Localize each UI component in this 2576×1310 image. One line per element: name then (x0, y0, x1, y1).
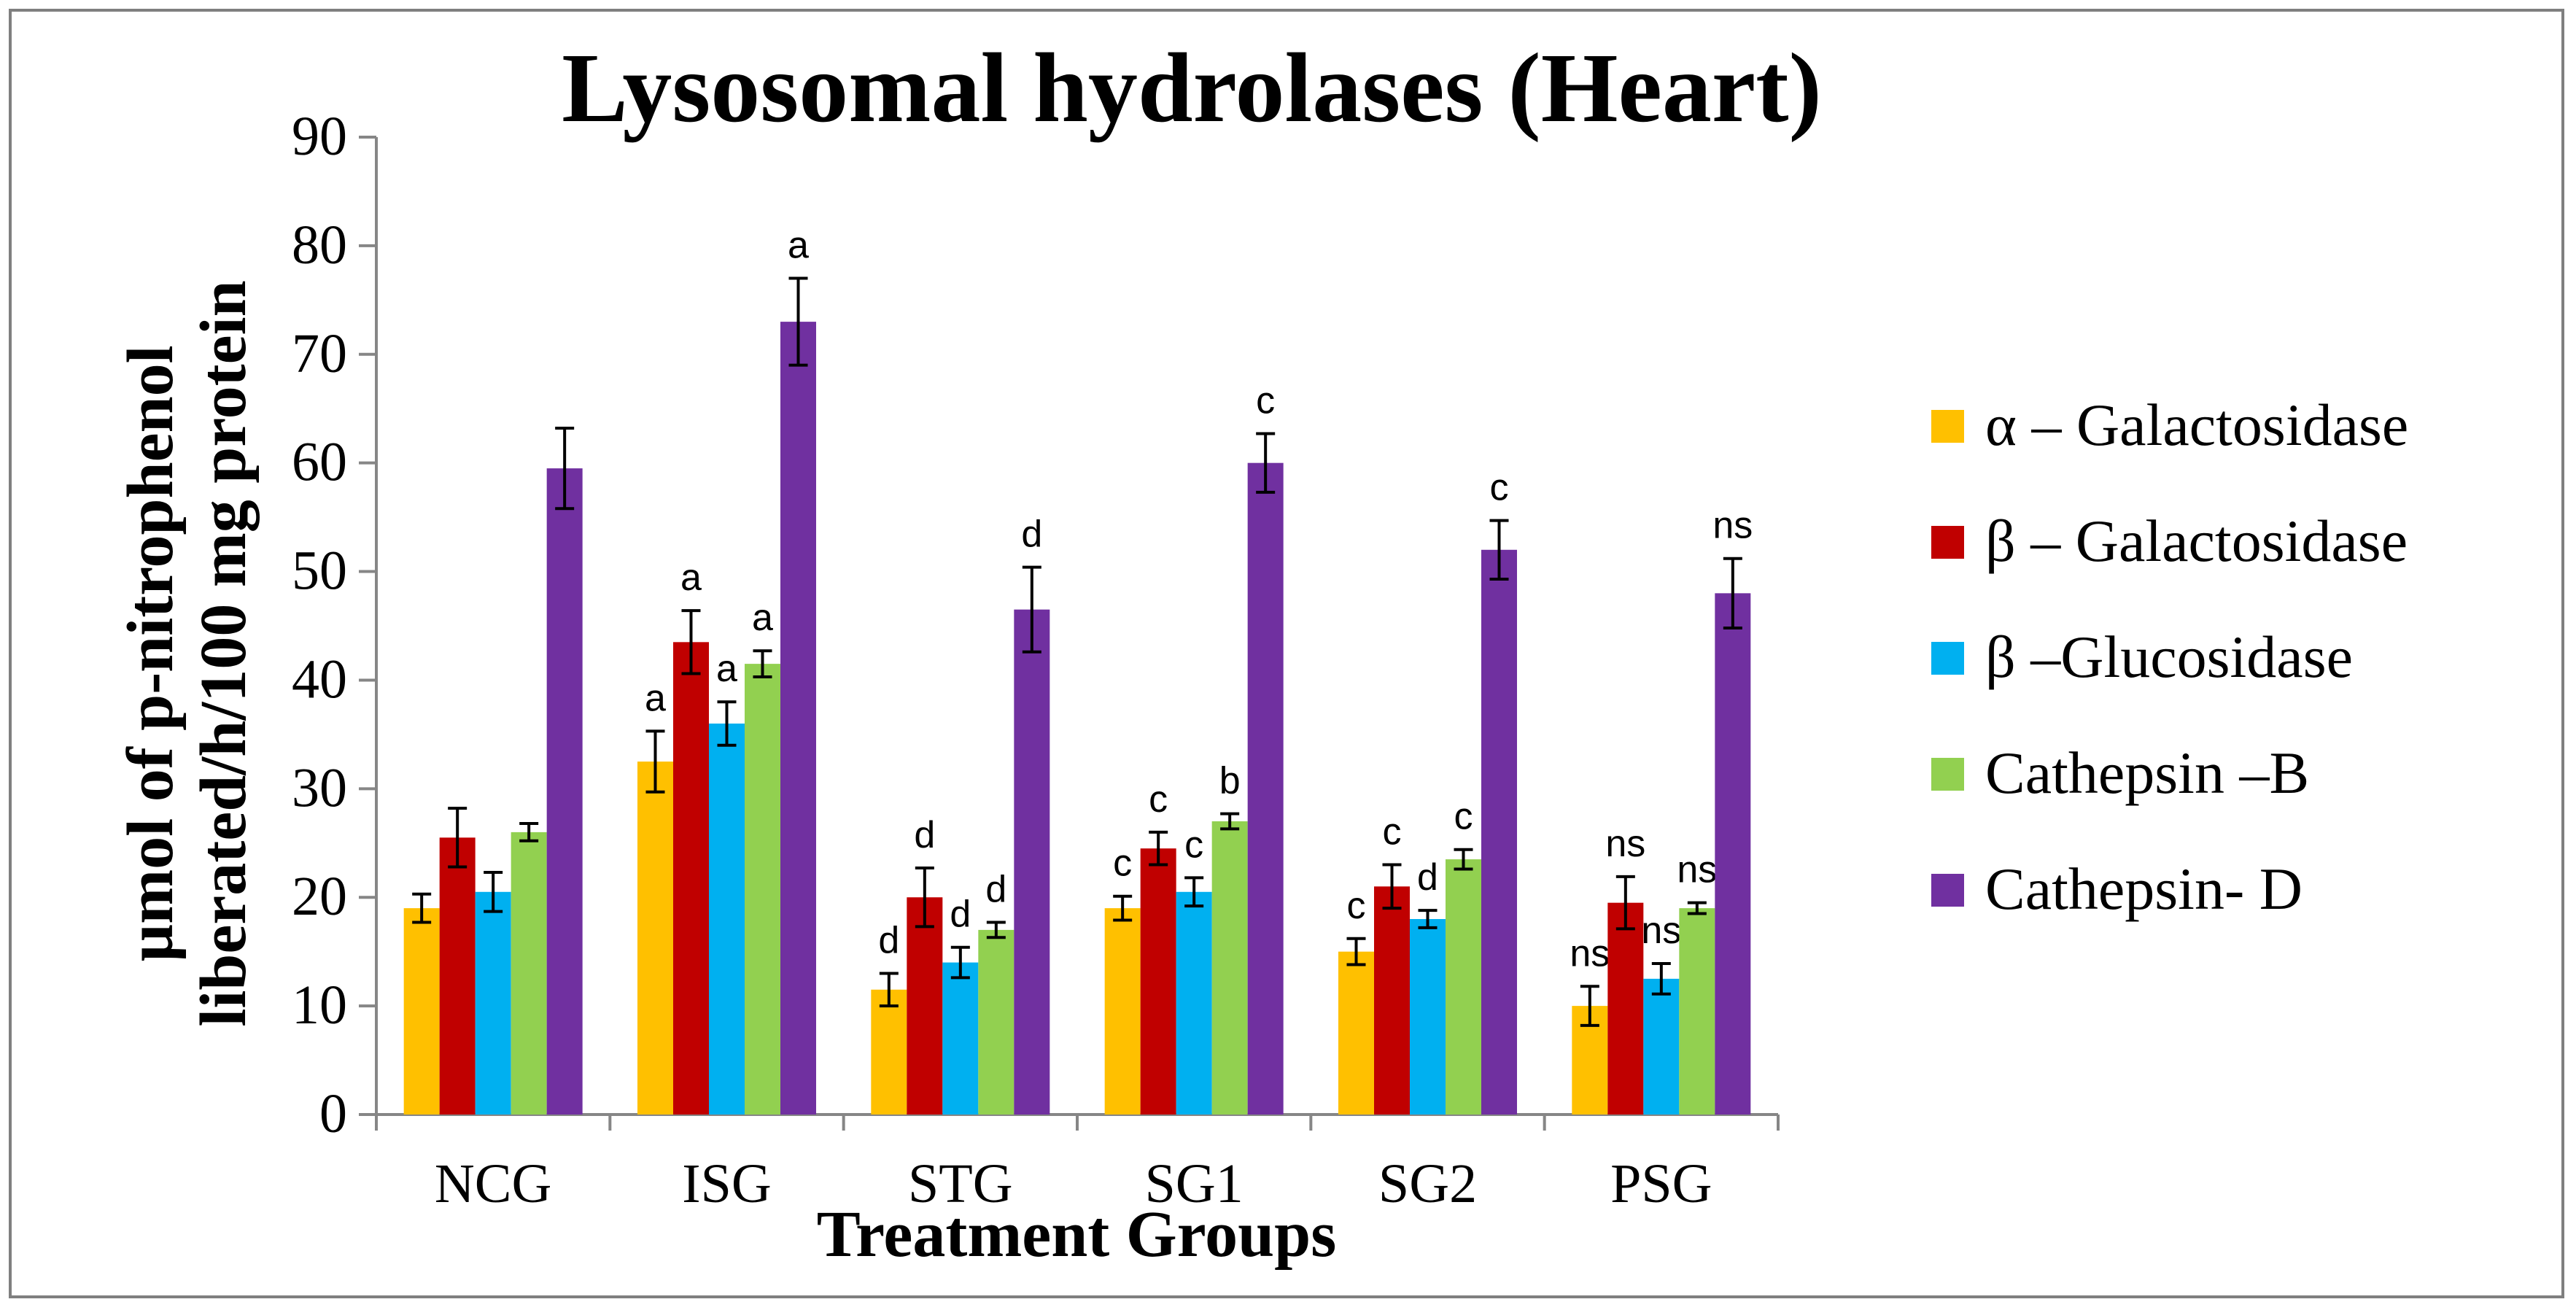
x-tick-label: STG (908, 1153, 1013, 1214)
significance-label: c (1184, 823, 1203, 866)
significance-label: a (680, 557, 702, 599)
bar (709, 724, 745, 1115)
y-tick-label: 30 (292, 757, 347, 818)
significance-label: b (1219, 760, 1241, 802)
bar (745, 664, 780, 1115)
bar (546, 468, 583, 1115)
bar (907, 897, 943, 1115)
x-tick-label: SG1 (1145, 1153, 1244, 1214)
bar (1104, 908, 1141, 1115)
significance-label: c (1113, 842, 1132, 885)
bar (1643, 978, 1680, 1115)
chart-title: Lysosomal hydrolases (Heart) (562, 34, 1822, 143)
significance-label: a (645, 677, 666, 719)
significance-label: ns (1570, 932, 1610, 974)
y-tick-label: 60 (292, 432, 347, 493)
significance-label: c (1347, 885, 1366, 927)
bar (511, 832, 547, 1115)
bar (637, 761, 673, 1115)
significance-label: d (878, 919, 899, 961)
y-tick-label: 40 (292, 648, 347, 710)
bar (780, 322, 816, 1115)
legend-label: β – Galactosidase (1985, 508, 2408, 574)
bar (1679, 908, 1715, 1115)
significance-label: c (1256, 379, 1275, 422)
bar (1338, 951, 1374, 1115)
bar (978, 929, 1015, 1115)
legend-label: Cathepsin- D (1985, 856, 2303, 922)
legend: α – Galactosidase β – Galactosidase β –Glu… (1931, 392, 2408, 922)
legend-label: Cathepsin –B (1985, 740, 2309, 806)
legend-label: α – Galactosidase (1985, 392, 2408, 458)
x-tick-label: ISG (682, 1153, 771, 1214)
x-tick-label: NCG (435, 1153, 551, 1214)
legend-swatch (1931, 526, 1964, 559)
significance-label: d (1021, 513, 1042, 556)
legend-swatch (1931, 874, 1964, 907)
y-tick-label: 80 (292, 214, 347, 276)
x-tick-label: SG2 (1378, 1153, 1477, 1214)
bar (439, 837, 476, 1115)
bar (871, 989, 907, 1115)
bar (942, 962, 979, 1115)
legend-swatch (1931, 758, 1964, 791)
significance-label: d (914, 814, 935, 856)
bar (673, 642, 709, 1115)
bar (1014, 609, 1050, 1115)
y-tick-label: 10 (292, 974, 347, 1036)
significance-label: d (985, 868, 1006, 910)
bar (1410, 919, 1446, 1115)
x-tick-label: PSG (1610, 1153, 1712, 1214)
bar (1374, 886, 1410, 1115)
significance-label: a (752, 597, 773, 639)
chart-svg: Lysosomal hydrolases (Heart) µmol of p-n… (115, 34, 2408, 1271)
bar (1140, 848, 1176, 1115)
significance-label: c (1149, 778, 1168, 821)
y-axis-label-line-2: liberated/h/100 mg protein (187, 280, 260, 1026)
chart-frame: Lysosomal hydrolases (Heart) µmol of p-n… (9, 9, 2564, 1298)
y-tick-label: 50 (292, 540, 347, 602)
bar (1446, 859, 1481, 1115)
significance-label: c (1454, 796, 1473, 838)
significance-label: a (716, 648, 737, 690)
significance-label: c (1383, 811, 1402, 853)
y-tick-label: 70 (292, 323, 347, 384)
y-axis-label: µmol of p-nitrophenol liberated/h/100 mg… (115, 280, 260, 1026)
significance-label: ns (1641, 910, 1681, 952)
significance-label: d (950, 894, 971, 936)
y-tick-label: 20 (292, 866, 347, 927)
bar (475, 891, 511, 1115)
legend-swatch (1931, 642, 1964, 675)
significance-label: ns (1677, 849, 1717, 891)
significance-label: ns (1712, 505, 1753, 547)
bar (1211, 821, 1248, 1115)
bar (403, 908, 440, 1115)
bar (1481, 549, 1517, 1115)
significance-label: c (1490, 467, 1509, 509)
legend-label: β –Glucosidase (1985, 624, 2353, 690)
bar (1176, 891, 1212, 1115)
y-axis-label-line-1: µmol of p-nitrophenol (115, 345, 187, 961)
legend-swatch (1931, 410, 1964, 443)
bar (1715, 593, 1751, 1115)
bar (1607, 902, 1644, 1115)
x-axis-label: Treatment Groups (817, 1198, 1337, 1271)
significance-label: a (788, 225, 809, 267)
bar (1247, 462, 1284, 1115)
y-tick-label: 0 (319, 1083, 347, 1144)
significance-label: d (1417, 856, 1438, 899)
y-tick-label: 90 (292, 106, 347, 167)
significance-label: ns (1605, 823, 1645, 865)
